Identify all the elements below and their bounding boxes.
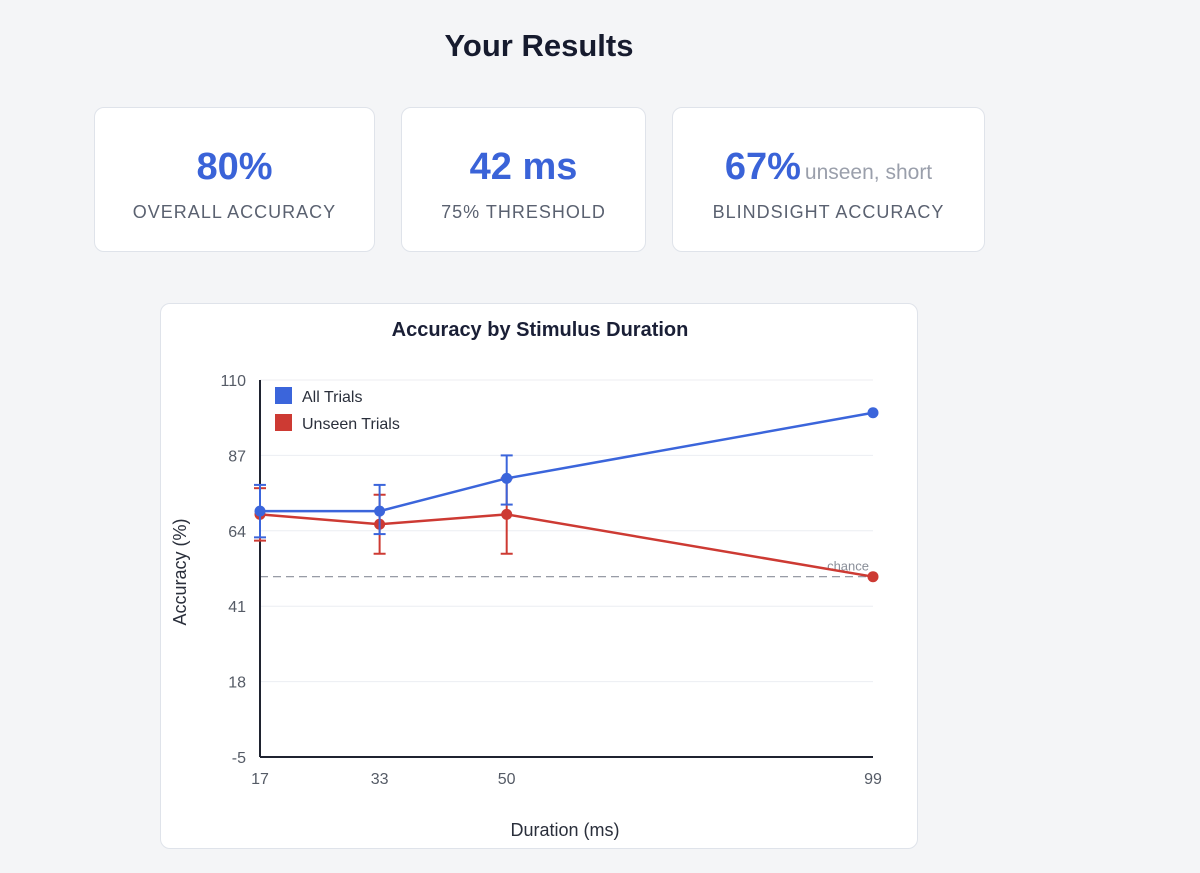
blindsight-accuracy-label: BLINDSIGHT ACCURACY: [712, 202, 945, 222]
data-point-all-trials: [374, 505, 386, 517]
legend-label-all-trials: All Trials: [302, 389, 362, 406]
threshold-value: 42 ms: [469, 146, 578, 188]
y-tick-label: -5: [232, 750, 246, 767]
data-point-unseen-trials: [867, 571, 879, 583]
series-layer: [254, 407, 879, 583]
overall-accuracy-label: OVERALL ACCURACY: [132, 202, 337, 222]
data-point-all-trials: [254, 505, 266, 517]
axis-layer: -5 18 41 64 87 110 17 33 50 99: [220, 373, 882, 788]
legend: All Trials Unseen Trials: [275, 387, 400, 433]
accuracy-chart: Accuracy by Stimulus Duration chance -51…: [170, 319, 882, 840]
blindsight-accuracy-card: 67% unseen, short BLINDSIGHT ACCURACY: [672, 107, 985, 252]
data-point-unseen-trials: [501, 508, 513, 520]
accuracy-chart-card: Accuracy by Stimulus Duration chance -5 1…: [160, 303, 918, 849]
y-tick-label: 18: [228, 675, 246, 692]
legend-swatch-all-trials: [275, 387, 292, 404]
y-axis-label: Accuracy (%): [170, 518, 190, 625]
x-tick-label: 99: [864, 771, 882, 788]
y-tick-label: 41: [228, 599, 246, 616]
legend-swatch-unseen-trials: [275, 414, 292, 431]
data-point-all-trials: [501, 472, 513, 484]
card-value-row: 42 ms: [402, 146, 645, 189]
overall-accuracy-value: 80%: [196, 146, 273, 188]
y-tick-label: 87: [228, 448, 246, 465]
chart-title: Accuracy by Stimulus Duration: [392, 319, 689, 341]
y-tick-label: 64: [228, 524, 246, 541]
grid-layer: [260, 379, 873, 683]
data-point-all-trials: [867, 407, 879, 419]
x-tick-label: 33: [371, 771, 389, 788]
threshold-card: 42 ms 75% THRESHOLD: [401, 107, 646, 252]
card-value-row: 67% unseen, short: [673, 146, 984, 189]
page-title: Your Results: [444, 28, 634, 63]
card-value-row: 80%: [95, 146, 374, 189]
x-tick-label: 50: [498, 771, 516, 788]
blindsight-accuracy-value: 67%: [724, 146, 801, 188]
series-line-unseen-trials: [259, 513, 874, 578]
blindsight-accuracy-subtext: unseen, short: [804, 161, 933, 184]
threshold-label: 75% THRESHOLD: [441, 202, 606, 222]
legend-label-unseen-trials: Unseen Trials: [302, 416, 400, 433]
x-axis-label: Duration (ms): [510, 820, 619, 840]
x-tick-label: 17: [251, 771, 269, 788]
series-line-all-trials: [260, 411, 874, 513]
y-tick-label: 110: [220, 373, 246, 390]
overall-accuracy-card: 80% OVERALL ACCURACY: [94, 107, 375, 252]
